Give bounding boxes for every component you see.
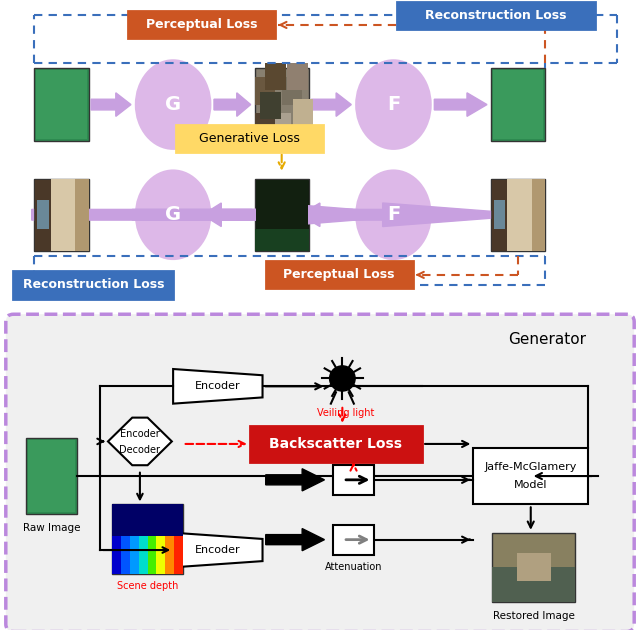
Text: Model: Model	[514, 480, 547, 490]
Polygon shape	[173, 369, 262, 404]
FancyBboxPatch shape	[255, 77, 275, 105]
Circle shape	[330, 366, 355, 391]
FancyBboxPatch shape	[517, 553, 550, 581]
FancyBboxPatch shape	[255, 229, 309, 251]
FancyBboxPatch shape	[26, 439, 77, 514]
Text: Perceptual Loss: Perceptual Loss	[284, 268, 395, 281]
FancyBboxPatch shape	[129, 11, 275, 38]
FancyBboxPatch shape	[28, 440, 76, 512]
FancyBboxPatch shape	[34, 68, 88, 141]
FancyBboxPatch shape	[6, 314, 634, 631]
Polygon shape	[108, 418, 172, 465]
Text: G: G	[165, 205, 181, 224]
FancyBboxPatch shape	[113, 536, 122, 574]
FancyArrow shape	[435, 93, 487, 116]
FancyBboxPatch shape	[287, 62, 308, 90]
Polygon shape	[173, 533, 262, 567]
Ellipse shape	[355, 59, 432, 150]
FancyBboxPatch shape	[165, 536, 175, 574]
FancyBboxPatch shape	[176, 125, 323, 152]
FancyArrow shape	[202, 203, 252, 227]
Text: Attenuation: Attenuation	[324, 562, 382, 572]
Ellipse shape	[355, 170, 432, 260]
FancyArrow shape	[266, 469, 324, 491]
FancyArrow shape	[91, 93, 131, 116]
FancyBboxPatch shape	[13, 271, 173, 298]
Text: Encoder: Encoder	[120, 429, 160, 439]
FancyBboxPatch shape	[113, 504, 182, 536]
Text: Reconstruction Loss: Reconstruction Loss	[425, 9, 566, 22]
Ellipse shape	[135, 59, 211, 150]
FancyArrow shape	[312, 93, 351, 116]
FancyBboxPatch shape	[255, 179, 309, 251]
Text: Scene depth: Scene depth	[117, 581, 179, 591]
FancyBboxPatch shape	[156, 536, 166, 574]
FancyBboxPatch shape	[491, 179, 507, 251]
FancyBboxPatch shape	[271, 114, 291, 141]
FancyBboxPatch shape	[139, 536, 148, 574]
FancyBboxPatch shape	[148, 536, 157, 574]
Text: Raw Image: Raw Image	[23, 522, 81, 533]
Text: G: G	[165, 95, 181, 114]
FancyBboxPatch shape	[130, 536, 140, 574]
FancyBboxPatch shape	[333, 464, 374, 495]
FancyBboxPatch shape	[532, 179, 545, 251]
Text: Veiling light: Veiling light	[317, 408, 374, 418]
Text: Generator: Generator	[508, 332, 586, 347]
FancyBboxPatch shape	[266, 261, 413, 288]
FancyBboxPatch shape	[256, 180, 308, 250]
FancyBboxPatch shape	[491, 68, 545, 141]
FancyBboxPatch shape	[492, 533, 575, 602]
Text: Encoder: Encoder	[195, 545, 241, 555]
FancyArrow shape	[214, 93, 251, 116]
Text: F: F	[387, 205, 400, 224]
FancyBboxPatch shape	[51, 179, 75, 251]
Text: Backscatter Loss: Backscatter Loss	[269, 437, 403, 451]
FancyBboxPatch shape	[492, 567, 575, 602]
FancyBboxPatch shape	[113, 504, 182, 574]
FancyBboxPatch shape	[507, 179, 532, 251]
FancyBboxPatch shape	[174, 536, 183, 574]
Text: Restored Image: Restored Image	[493, 611, 575, 621]
FancyBboxPatch shape	[255, 114, 275, 141]
Ellipse shape	[135, 170, 211, 260]
FancyBboxPatch shape	[397, 2, 595, 29]
Text: Generative Loss: Generative Loss	[199, 132, 300, 144]
Text: Decoder: Decoder	[120, 445, 161, 455]
Text: Encoder: Encoder	[195, 381, 241, 391]
FancyBboxPatch shape	[36, 70, 86, 139]
FancyBboxPatch shape	[75, 179, 88, 251]
FancyBboxPatch shape	[491, 179, 545, 251]
FancyArrow shape	[266, 529, 324, 551]
FancyArrow shape	[300, 203, 353, 227]
FancyBboxPatch shape	[292, 99, 313, 126]
FancyBboxPatch shape	[260, 91, 280, 119]
Text: Jaffe-McGlamery: Jaffe-McGlamery	[484, 463, 577, 472]
FancyBboxPatch shape	[282, 77, 302, 105]
FancyBboxPatch shape	[473, 448, 588, 504]
FancyBboxPatch shape	[255, 68, 309, 141]
FancyBboxPatch shape	[333, 524, 374, 555]
FancyBboxPatch shape	[493, 70, 543, 139]
Text: Reconstruction Loss: Reconstruction Loss	[22, 278, 164, 292]
FancyBboxPatch shape	[121, 536, 131, 574]
FancyBboxPatch shape	[266, 62, 286, 90]
Text: Perceptual Loss: Perceptual Loss	[146, 18, 258, 32]
Text: Scatter: Scatter	[336, 451, 371, 460]
FancyArrow shape	[31, 203, 423, 227]
FancyBboxPatch shape	[493, 200, 506, 229]
FancyArrow shape	[132, 203, 536, 227]
FancyBboxPatch shape	[37, 200, 49, 229]
FancyBboxPatch shape	[250, 426, 422, 462]
FancyBboxPatch shape	[34, 179, 51, 251]
FancyBboxPatch shape	[34, 179, 88, 251]
Text: F: F	[387, 95, 400, 114]
